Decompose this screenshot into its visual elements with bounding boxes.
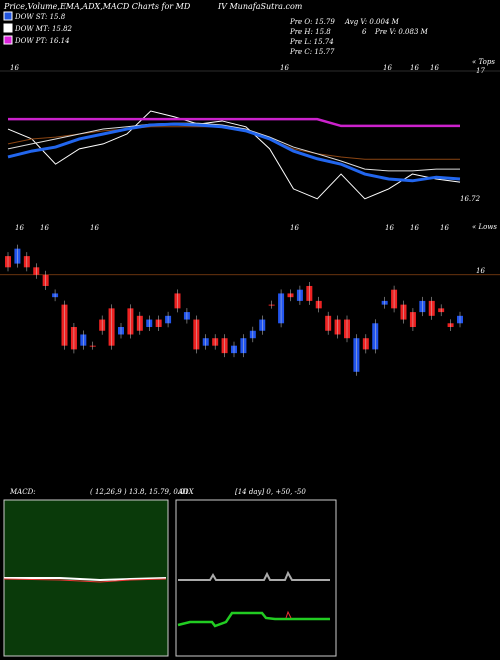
minus-di-line bbox=[285, 610, 292, 619]
series-line bbox=[7, 122, 461, 183]
macd-line bbox=[4, 577, 167, 582]
legend-swatch bbox=[3, 23, 13, 33]
plus-di-line bbox=[177, 611, 330, 628]
date-label: 16 bbox=[410, 64, 419, 72]
adx-title: ADX bbox=[177, 488, 195, 496]
info: Avg V: 0.004 M bbox=[344, 18, 400, 26]
date-label: 16 bbox=[280, 64, 289, 72]
info: 6 bbox=[362, 28, 367, 36]
date-label: 16 bbox=[410, 224, 419, 232]
date-label: 16 bbox=[10, 64, 19, 72]
date-label: 16 bbox=[383, 64, 392, 72]
y-tick-label: 16 bbox=[476, 267, 485, 275]
date-label: 16 bbox=[40, 224, 49, 232]
legend-label: DOW MT: 15.82 bbox=[14, 25, 73, 33]
date-label: 16 bbox=[385, 224, 394, 232]
title: Price,Volume,EMA,ADX,MACD Charts for MD bbox=[3, 2, 191, 11]
adx-panel bbox=[175, 499, 337, 657]
series-line bbox=[7, 126, 460, 160]
y-tick-label: 16.72 bbox=[460, 195, 481, 203]
panel-tag: « Lows bbox=[472, 223, 497, 231]
date-label: 16 bbox=[290, 224, 299, 232]
panel-tag: « Tops bbox=[472, 58, 495, 66]
date-label: 16 bbox=[90, 224, 99, 232]
date-label: 16 bbox=[430, 64, 439, 72]
series-line bbox=[8, 117, 460, 128]
adx-line bbox=[178, 570, 330, 581]
legend-swatch bbox=[3, 35, 13, 45]
macd-values: ( 12,26,9 ) 13.8, 15.79, 0.01 bbox=[90, 488, 189, 496]
legend-label: DOW ST: 15.8 bbox=[14, 13, 66, 21]
info: Pre C: 15.77 bbox=[289, 48, 335, 56]
signal-line bbox=[3, 578, 167, 583]
info: Pre V: 0.083 M bbox=[374, 28, 429, 36]
series-line bbox=[7, 110, 461, 200]
info: Pre O: 15.79 bbox=[289, 18, 335, 26]
legend-swatch bbox=[3, 11, 13, 21]
site: IV MunafaSutra.com bbox=[217, 2, 303, 11]
info: Pre H: 15.8 bbox=[289, 28, 331, 36]
info: Pre L: 15.74 bbox=[289, 38, 334, 46]
series-line bbox=[7, 122, 460, 172]
legend-label: DOW PT: 16.14 bbox=[14, 37, 70, 45]
macd-title: MACD: bbox=[9, 488, 36, 496]
adx-values: [14 day] 0, +50, -50 bbox=[235, 488, 306, 496]
date-label: 16 bbox=[15, 224, 24, 232]
date-label: 16 bbox=[440, 224, 449, 232]
